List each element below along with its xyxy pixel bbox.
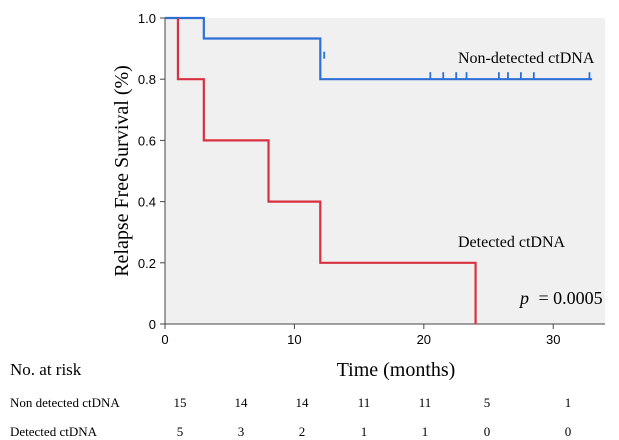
y-tick-label: 0.2 (138, 256, 156, 271)
axes: 0 0.2 0.4 0.6 0.8 1.0 0 10 20 30 (138, 11, 605, 347)
risk-count: 3 (237, 424, 245, 439)
risk-count: 0 (483, 424, 491, 439)
x-axis-title: Time (months) (337, 359, 456, 381)
risk-count: 11 (418, 395, 432, 410)
plot-area (165, 18, 605, 324)
series-line-0 (165, 16, 593, 81)
risk-table-title: No. at risk (10, 360, 82, 379)
p-value: = 0.0005 (539, 288, 603, 308)
x-tick-label: 30 (546, 332, 560, 347)
p-label: p (518, 288, 529, 308)
y-tick-label: 1.0 (138, 11, 156, 26)
series-label-non-detected: Non-detected ctDNA (458, 50, 595, 67)
x-tick-label: 10 (287, 332, 301, 347)
risk-row-label: Non detected ctDNA (10, 395, 120, 410)
risk-count: 14 (295, 395, 309, 410)
x-tick-label: 20 (417, 332, 431, 347)
risk-count: 5 (483, 395, 491, 410)
risk-count: 2 (298, 424, 306, 439)
risk-count: 1 (421, 424, 429, 439)
series-line-1 (176, 18, 477, 324)
series-layer (165, 16, 593, 324)
p-value-annotation: p = 0.0005 (518, 288, 603, 308)
risk-count: 5 (176, 424, 184, 439)
y-axis-title: Relapse Free Survival (%) (111, 65, 133, 277)
risk-row-label: Detected ctDNA (10, 424, 97, 439)
risk-count: 0 (564, 424, 572, 439)
risk-count: 1 (564, 395, 572, 410)
y-tick-label: 0.4 (138, 195, 156, 210)
y-tick-label: 0 (149, 317, 156, 332)
risk-count: 15 (173, 395, 187, 410)
y-tick-label: 0.8 (138, 72, 156, 87)
x-tick-label: 0 (161, 332, 168, 347)
series-label-detected: Detected ctDNA (458, 234, 566, 251)
risk-count: 11 (357, 395, 371, 410)
y-tick-label: 0.6 (138, 133, 156, 148)
risk-count: 1 (360, 424, 368, 439)
risk-count: 14 (234, 395, 248, 410)
